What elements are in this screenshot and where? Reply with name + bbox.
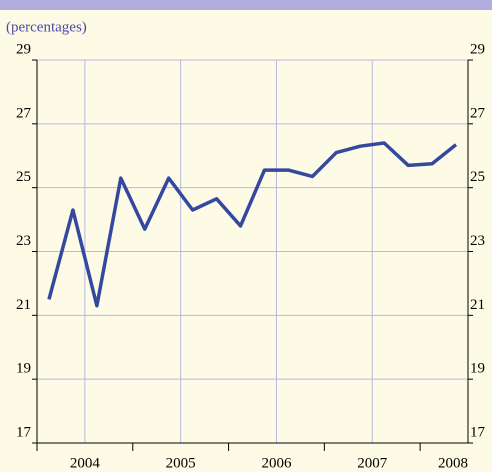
y-tick-label: 21 [16, 297, 31, 313]
x-tick-label: 2007 [357, 455, 388, 471]
x-tick-label: 2008 [438, 455, 468, 471]
x-tick-label: 2005 [166, 455, 196, 471]
y2-tick-label: 17 [470, 424, 486, 440]
y2-tick-label: 25 [470, 169, 485, 185]
y-tick-label: 17 [16, 424, 32, 440]
chart-subtitle: (percentages) [6, 19, 87, 35]
y-tick-label: 29 [16, 41, 31, 57]
y2-tick-label: 23 [470, 233, 485, 249]
x-tick-label: 2006 [261, 455, 292, 471]
y-tick-label: 27 [16, 105, 32, 121]
y-tick-label: 25 [16, 169, 31, 185]
y2-tick-label: 21 [470, 297, 485, 313]
data-line [47, 141, 458, 308]
header-bar [0, 0, 492, 10]
y2-tick-label: 29 [470, 41, 485, 57]
y-tick-label: 19 [16, 361, 31, 377]
y2-tick-label: 19 [470, 361, 485, 377]
x-tick-label: 2004 [70, 455, 101, 471]
y-tick-label: 23 [16, 233, 31, 249]
y2-tick-label: 27 [470, 105, 486, 121]
